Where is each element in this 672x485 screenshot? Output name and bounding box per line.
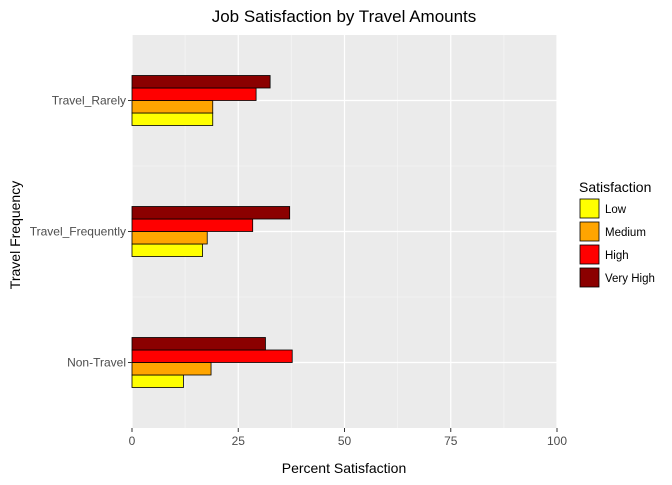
x-axis-title: Percent Satisfaction bbox=[282, 460, 407, 476]
chart-title: Job Satisfaction by Travel Amounts bbox=[212, 7, 477, 26]
y-tick-label: Non-Travel bbox=[67, 356, 126, 370]
bars-group bbox=[131, 75, 293, 388]
legend-key-very-high bbox=[579, 267, 600, 288]
x-tick-label: 100 bbox=[547, 434, 567, 448]
x-tick-label: 75 bbox=[444, 434, 458, 448]
legend-key-medium bbox=[579, 221, 600, 242]
x-axis-ticks: 0 25 50 75 100 bbox=[129, 428, 567, 448]
bar-medium-non-travel bbox=[131, 362, 212, 376]
bar-high-travel-rarely bbox=[131, 87, 257, 101]
bar-high-non-travel bbox=[131, 349, 293, 363]
y-axis-title: Travel Frequency bbox=[7, 181, 23, 289]
x-tick-label: 50 bbox=[338, 434, 352, 448]
bar-low-travel-frequently bbox=[131, 243, 203, 257]
bar-low-travel-rarely bbox=[131, 112, 214, 126]
bar-very-high-travel-frequently bbox=[131, 206, 291, 220]
bar-low-non-travel bbox=[131, 374, 184, 388]
bar-medium-travel-rarely bbox=[131, 100, 214, 114]
bar-very-high-travel-rarely bbox=[131, 75, 271, 89]
y-tick-label: Travel_Frequently bbox=[30, 225, 126, 239]
x-tick-label: 25 bbox=[232, 434, 246, 448]
bar-very-high-non-travel bbox=[131, 337, 266, 351]
y-tick-label: Travel_Rarely bbox=[52, 94, 126, 108]
x-tick-label: 0 bbox=[129, 434, 136, 448]
legend-label: High bbox=[605, 250, 629, 262]
bar-high-travel-frequently bbox=[131, 218, 254, 232]
legend-key-low bbox=[579, 198, 600, 219]
legend-key-high bbox=[579, 244, 600, 265]
legend-label: Very High bbox=[605, 273, 655, 285]
y-axis-ticks: Non-Travel Travel_Frequently Travel_Rarely bbox=[30, 94, 132, 370]
legend-title: Satisfaction bbox=[579, 179, 651, 195]
legend-label: Low bbox=[605, 204, 627, 216]
bar-medium-travel-frequently bbox=[131, 231, 208, 245]
legend-label: Medium bbox=[605, 227, 646, 239]
legend: Satisfaction Low Medium High Very High bbox=[579, 179, 655, 288]
